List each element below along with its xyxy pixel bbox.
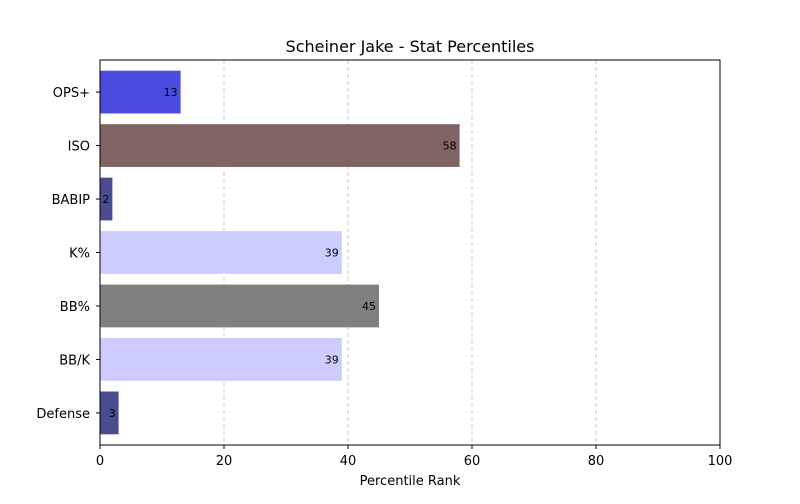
x-tick-label: 20: [216, 454, 233, 469]
y-tick-label: OPS+: [53, 86, 90, 101]
bar-value-label: 45: [362, 300, 376, 313]
bar-value-label: 39: [325, 353, 339, 366]
y-tick-label: Defense: [36, 407, 90, 422]
x-tick-label: 80: [588, 454, 605, 469]
x-tick-label: 0: [96, 454, 104, 469]
bar-iso: [100, 124, 460, 167]
bar-defense: [100, 391, 119, 435]
bar-value-label: 58: [443, 140, 457, 153]
x-tick-label: 40: [340, 454, 357, 469]
x-tick-label: 60: [464, 454, 481, 469]
x-tick-label: 100: [708, 454, 733, 469]
bar-babip: [100, 177, 113, 221]
bar-value-label: 3: [109, 407, 116, 420]
bar-ops-: [100, 70, 181, 114]
bar-bb-k: [100, 338, 342, 381]
bar-value-label: 2: [102, 193, 109, 206]
axis-ticks: 0 20 40 60 80 100 OPS+ ISO BABIP K% BB% BB/K Defense: [36, 86, 732, 469]
y-tick-label: K%: [69, 247, 90, 262]
bar-bb-: [100, 284, 379, 328]
bar-value-label: 39: [325, 247, 339, 260]
y-tick-label: BB/K: [59, 353, 90, 368]
x-axis-label: Percentile Rank: [360, 474, 461, 489]
y-tick-label: ISO: [68, 140, 90, 155]
chart-title: Scheiner Jake - Stat Percentiles: [286, 37, 535, 56]
y-tick-label: BB%: [60, 300, 90, 315]
bar-k-: [100, 231, 342, 274]
bar-value-label: 13: [164, 86, 178, 99]
bars: 13 58 2 39 45 39 3: [100, 70, 460, 435]
y-tick-label: BABIP: [52, 193, 91, 208]
